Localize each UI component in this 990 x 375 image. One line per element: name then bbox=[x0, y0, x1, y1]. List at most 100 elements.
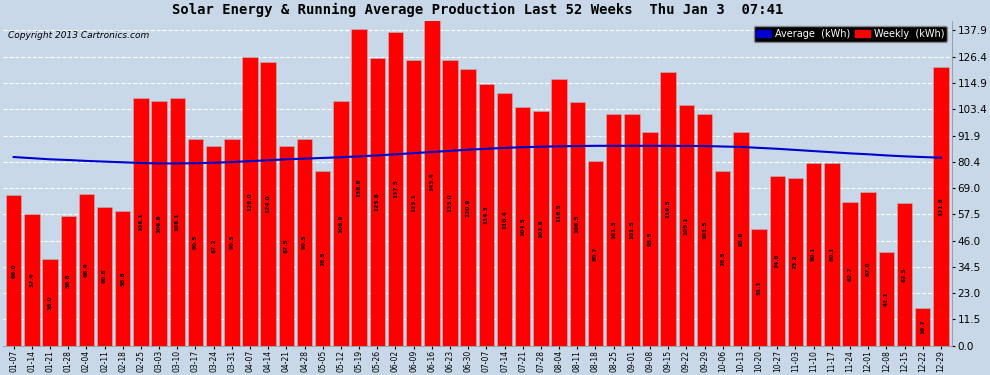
Bar bbox=[734, 132, 748, 346]
Text: 137.3: 137.3 bbox=[393, 179, 398, 198]
Bar bbox=[660, 72, 676, 346]
Text: 87.5: 87.5 bbox=[284, 238, 289, 253]
Bar bbox=[606, 114, 622, 346]
Bar bbox=[460, 69, 476, 346]
Bar bbox=[369, 58, 385, 346]
Text: 62.7: 62.7 bbox=[847, 267, 852, 281]
Text: 73.2: 73.2 bbox=[793, 255, 798, 269]
Text: 101.5: 101.5 bbox=[630, 220, 635, 239]
Text: 76.5: 76.5 bbox=[320, 251, 326, 266]
Bar bbox=[751, 229, 767, 346]
Bar bbox=[478, 84, 494, 346]
Bar bbox=[134, 99, 148, 346]
Text: 124.0: 124.0 bbox=[265, 195, 270, 213]
Bar bbox=[406, 60, 422, 346]
Text: 101.5: 101.5 bbox=[702, 220, 707, 239]
Text: 76.5: 76.5 bbox=[720, 251, 726, 266]
Text: 102.6: 102.6 bbox=[539, 219, 544, 238]
Text: 121.8: 121.8 bbox=[939, 197, 943, 216]
Text: 57.4: 57.4 bbox=[30, 273, 35, 288]
Bar bbox=[169, 99, 185, 346]
Bar bbox=[697, 114, 712, 346]
Bar bbox=[6, 195, 22, 346]
Text: 67.0: 67.0 bbox=[865, 262, 870, 276]
Text: 41.1: 41.1 bbox=[884, 291, 889, 306]
Bar bbox=[897, 203, 912, 346]
Text: 119.5: 119.5 bbox=[665, 200, 670, 218]
Bar bbox=[278, 146, 294, 346]
Text: 90.5: 90.5 bbox=[230, 235, 235, 249]
Text: 106.8: 106.8 bbox=[156, 214, 161, 233]
Text: 108.1: 108.1 bbox=[175, 213, 180, 231]
Bar bbox=[534, 111, 548, 346]
Bar bbox=[934, 67, 948, 346]
Text: 125.1: 125.1 bbox=[411, 193, 416, 212]
Text: 104.5: 104.5 bbox=[520, 217, 526, 236]
Text: 38.0: 38.0 bbox=[48, 295, 52, 310]
Text: 101.3: 101.3 bbox=[611, 220, 616, 239]
Bar bbox=[424, 18, 440, 346]
Text: 105.1: 105.1 bbox=[684, 216, 689, 235]
Bar bbox=[388, 32, 403, 346]
Text: 90.5: 90.5 bbox=[302, 235, 307, 249]
Bar bbox=[351, 28, 367, 346]
Text: 16.7: 16.7 bbox=[920, 320, 926, 334]
Text: 126.0: 126.0 bbox=[248, 192, 252, 211]
Bar bbox=[788, 178, 803, 346]
Text: 74.0: 74.0 bbox=[775, 254, 780, 268]
Text: 58.8: 58.8 bbox=[120, 271, 126, 286]
Bar bbox=[678, 105, 694, 346]
Bar bbox=[78, 194, 94, 346]
Bar bbox=[806, 162, 822, 346]
Text: Copyright 2013 Cartronics.com: Copyright 2013 Cartronics.com bbox=[8, 31, 148, 40]
Title: Solar Energy & Running Average Production Last 52 Weeks  Thu Jan 3  07:41: Solar Energy & Running Average Productio… bbox=[171, 3, 783, 17]
Bar bbox=[842, 202, 857, 346]
Text: 56.6: 56.6 bbox=[65, 274, 70, 288]
Bar bbox=[878, 252, 894, 346]
Text: 125.0: 125.0 bbox=[447, 194, 452, 212]
Text: 116.5: 116.5 bbox=[556, 203, 561, 222]
Bar bbox=[769, 177, 785, 346]
Text: 51.1: 51.1 bbox=[756, 280, 761, 295]
Text: 125.6: 125.6 bbox=[375, 193, 380, 211]
Bar bbox=[151, 101, 167, 346]
Legend: Average  (kWh), Weekly  (kWh): Average (kWh), Weekly (kWh) bbox=[753, 26, 946, 42]
Bar bbox=[569, 102, 585, 346]
Bar bbox=[860, 192, 876, 346]
Text: 110.4: 110.4 bbox=[502, 210, 507, 229]
Bar bbox=[297, 139, 312, 346]
Bar bbox=[515, 106, 531, 346]
Text: 108.1: 108.1 bbox=[139, 213, 144, 231]
Bar bbox=[43, 259, 57, 346]
Bar bbox=[188, 139, 203, 346]
Bar bbox=[915, 308, 931, 346]
Text: 66.0: 66.0 bbox=[11, 263, 16, 278]
Bar bbox=[224, 139, 240, 346]
Text: 80.7: 80.7 bbox=[593, 246, 598, 261]
Bar bbox=[643, 132, 657, 346]
Bar bbox=[97, 207, 112, 346]
Text: 106.5: 106.5 bbox=[575, 214, 580, 233]
Text: 120.9: 120.9 bbox=[465, 198, 470, 217]
Bar bbox=[315, 171, 331, 346]
Text: 93.6: 93.6 bbox=[739, 231, 743, 246]
Text: 114.3: 114.3 bbox=[484, 206, 489, 224]
Bar bbox=[551, 79, 567, 346]
Bar bbox=[115, 211, 131, 346]
Bar bbox=[260, 62, 276, 346]
Text: 60.8: 60.8 bbox=[102, 269, 107, 284]
Text: 138.6: 138.6 bbox=[356, 178, 361, 197]
Text: 106.9: 106.9 bbox=[339, 214, 344, 233]
Bar bbox=[24, 214, 40, 346]
Bar bbox=[715, 171, 731, 346]
Bar bbox=[60, 216, 76, 346]
Bar bbox=[824, 162, 840, 346]
Bar bbox=[206, 146, 222, 346]
Bar bbox=[334, 101, 348, 346]
Text: 80.1: 80.1 bbox=[811, 247, 816, 261]
Text: 62.5: 62.5 bbox=[902, 267, 907, 282]
Bar bbox=[588, 161, 603, 346]
Text: 87.2: 87.2 bbox=[211, 239, 216, 254]
Text: 80.1: 80.1 bbox=[830, 247, 835, 261]
Bar bbox=[243, 57, 257, 346]
